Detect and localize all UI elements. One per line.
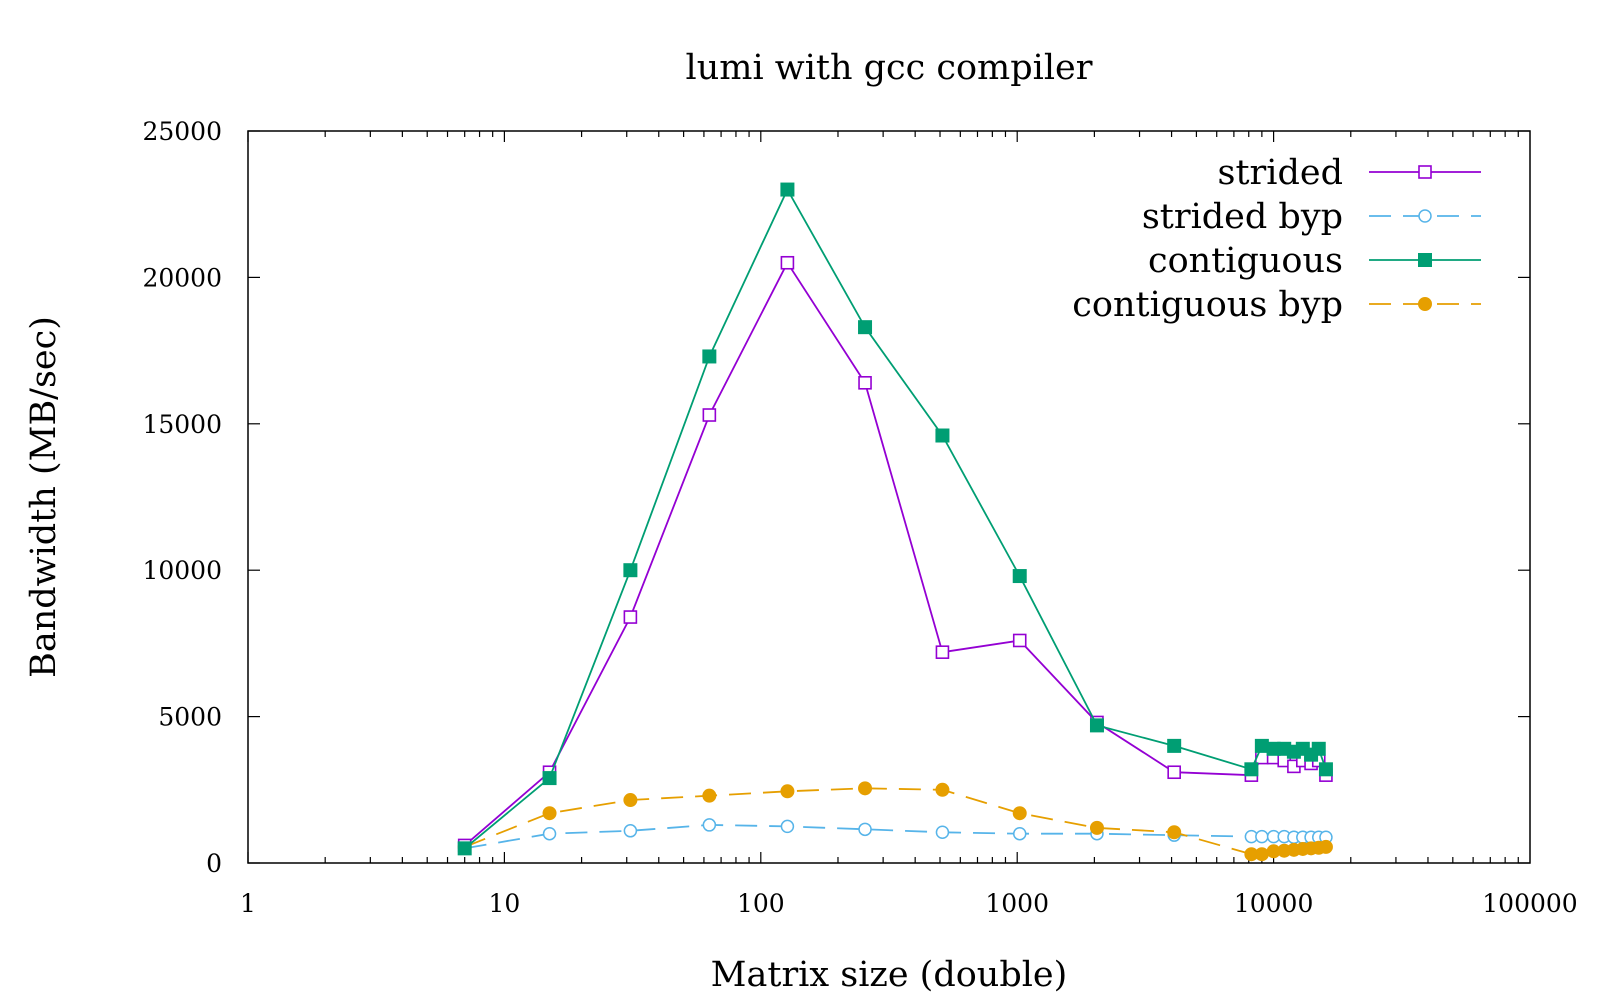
x-tick-label: 100000 bbox=[1482, 889, 1577, 918]
data-point bbox=[1167, 825, 1182, 840]
series-layer bbox=[457, 182, 1333, 862]
series-strided-byp bbox=[457, 818, 1333, 856]
data-point bbox=[702, 788, 717, 803]
plot-frame bbox=[247, 130, 1531, 864]
data-point bbox=[1311, 741, 1326, 756]
y-tick-label: 5000 bbox=[158, 703, 222, 732]
legend-label: strided bbox=[1218, 153, 1343, 193]
data-point bbox=[1254, 738, 1269, 753]
data-point bbox=[1012, 806, 1027, 821]
data-point bbox=[935, 428, 950, 443]
data-point bbox=[858, 320, 873, 335]
series-contiguous-byp bbox=[457, 781, 1333, 862]
series-contiguous bbox=[457, 182, 1333, 856]
data-point bbox=[542, 806, 557, 821]
data-point bbox=[1318, 839, 1333, 854]
data-point bbox=[858, 376, 872, 390]
data-point bbox=[623, 563, 638, 578]
data-point bbox=[780, 255, 795, 270]
data-point bbox=[1418, 165, 1432, 179]
y-tick-label: 25000 bbox=[142, 117, 222, 146]
y-axis-title: Bandwidth (MB/sec) bbox=[24, 316, 64, 678]
data-point bbox=[1167, 765, 1181, 780]
data-point bbox=[858, 822, 872, 837]
x-tick-label: 1 bbox=[240, 889, 256, 918]
legend-label: contiguous bbox=[1148, 241, 1343, 281]
data-point bbox=[1089, 820, 1104, 835]
data-point bbox=[1254, 847, 1269, 862]
data-point bbox=[1418, 297, 1432, 311]
data-point bbox=[858, 781, 873, 796]
y-tick-label: 0 bbox=[206, 849, 222, 878]
axis-ticks: 1 10 100 1000 10000 100000 0 5000 10000 15000 2000… bbox=[142, 117, 1577, 918]
data-point bbox=[1318, 762, 1333, 777]
series-line bbox=[464, 261, 1327, 847]
data-point bbox=[935, 645, 950, 659]
data-point bbox=[780, 182, 795, 197]
x-axis-title: Matrix size (double) bbox=[711, 955, 1068, 995]
data-point bbox=[542, 826, 557, 841]
data-point bbox=[623, 824, 638, 838]
data-point bbox=[935, 782, 950, 797]
data-point bbox=[623, 610, 638, 624]
data-point bbox=[1012, 826, 1027, 841]
legend-label: contiguous byp bbox=[1072, 285, 1343, 325]
data-point bbox=[542, 771, 557, 786]
series-line bbox=[464, 823, 1326, 850]
data-point bbox=[1244, 762, 1259, 777]
data-point bbox=[935, 825, 950, 840]
data-point bbox=[702, 818, 717, 832]
legend-label: strided byp bbox=[1142, 197, 1343, 237]
data-point bbox=[457, 841, 472, 856]
data-point bbox=[1418, 209, 1432, 223]
data-point bbox=[702, 408, 717, 422]
x-tick-label: 10 bbox=[488, 889, 520, 918]
data-point bbox=[1012, 633, 1027, 648]
data-point bbox=[1255, 829, 1269, 844]
data-point bbox=[1089, 718, 1104, 733]
data-point bbox=[623, 793, 638, 808]
series-strided bbox=[457, 255, 1333, 853]
data-point bbox=[1012, 569, 1027, 584]
series-line bbox=[464, 787, 1327, 856]
y-tick-label: 10000 bbox=[142, 556, 222, 585]
data-point bbox=[1418, 253, 1432, 267]
chart-title: lumi with gcc compiler bbox=[686, 48, 1093, 88]
x-tick-label: 100 bbox=[737, 889, 785, 918]
data-point bbox=[702, 349, 717, 364]
data-point bbox=[780, 784, 795, 799]
data-point bbox=[1167, 738, 1182, 753]
y-tick-label: 20000 bbox=[142, 263, 222, 292]
y-tick-label: 15000 bbox=[142, 410, 222, 439]
data-point bbox=[780, 819, 795, 834]
x-tick-label: 1000 bbox=[985, 889, 1049, 918]
x-tick-label: 10000 bbox=[1234, 889, 1314, 918]
